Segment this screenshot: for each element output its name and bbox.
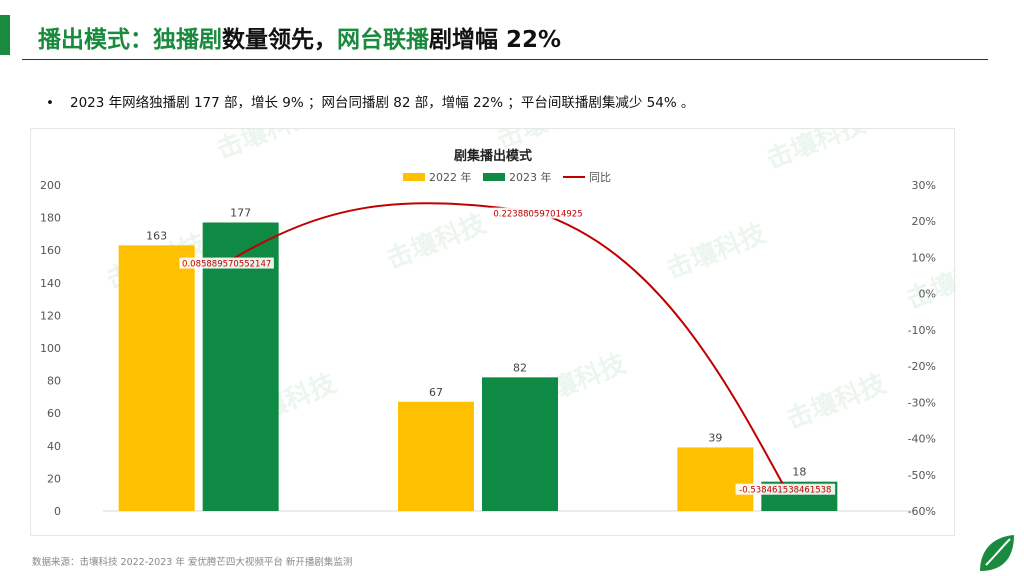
y-left-tick-label: 100 <box>40 342 61 355</box>
bar-2022 <box>677 447 754 511</box>
y-right-tick-label: -10% <box>908 324 936 337</box>
y-right-tick-label: -20% <box>908 360 936 373</box>
legend-label-2023: 2023 年 <box>509 170 552 184</box>
title-accent-bar <box>0 15 10 55</box>
y-left-tick-label: 60 <box>47 407 61 420</box>
title-part-4: 网台联播 <box>337 27 429 53</box>
bar-2022 <box>398 401 474 511</box>
bar-data-label: 67 <box>429 386 443 399</box>
title-part-5: 剧增幅 22% <box>429 27 562 53</box>
legend-swatch-2022 <box>403 173 425 181</box>
y-left-tick-label: 80 <box>47 375 61 388</box>
y-right-tick-label: 0% <box>919 288 936 301</box>
y-right-tick-label: -40% <box>908 433 936 446</box>
page-title: 播出模式：独播剧数量领先，网台联播剧增幅 22% <box>38 20 561 54</box>
legend-label-yoy: 同比 <box>589 171 611 184</box>
y-right-tick-label: 20% <box>912 215 936 228</box>
y-left-tick-label: 40 <box>47 440 61 453</box>
bar-2022 <box>118 245 195 511</box>
title-divider <box>22 59 988 60</box>
yoy-data-label: 0.085889570552147 <box>182 260 271 270</box>
bar-data-label: 163 <box>146 229 167 242</box>
y-right-tick-label: -50% <box>908 469 936 482</box>
y-left-tick-label: 200 <box>40 179 61 192</box>
title-part-3: 数量领先， <box>222 27 337 53</box>
yoy-label-bg <box>490 207 586 219</box>
bar-data-label: 82 <box>513 361 527 374</box>
leaf-logo-icon <box>980 535 1014 571</box>
summary-bullet: • 2023 年网络独播剧 177 部，增长 9% ；网台同播剧 82 部，增幅 … <box>46 91 694 111</box>
yoy-label-bg <box>179 257 274 269</box>
data-source-note: 数据来源：击壤科技 2022-2023 年 爱优腾芒四大视频平台 新开播剧集监测 <box>32 557 353 568</box>
y-left-tick-label: 120 <box>40 309 61 322</box>
title-part-1: 播出模式： <box>38 27 153 53</box>
y-right-tick-label: -30% <box>908 396 936 409</box>
y-left-tick-label: 140 <box>40 277 61 290</box>
summary-text: 2023 年网络独播剧 177 部，增长 9% ；网台同播剧 82 部，增幅 2… <box>70 95 695 111</box>
y-right-tick-label: 30% <box>912 179 936 192</box>
yoy-label-bg <box>735 483 836 495</box>
bar-data-label: 177 <box>230 206 251 219</box>
watermark-text: 击壤科技 <box>782 368 890 436</box>
watermark-text: 击壤科技 <box>212 129 320 165</box>
y-left-tick-label: 0 <box>54 505 61 518</box>
y-left-tick-label: 160 <box>40 244 61 257</box>
bullet-dot-icon: • <box>46 95 54 111</box>
y-right-tick-label: 10% <box>912 251 936 264</box>
legend-swatch-2023 <box>483 173 505 181</box>
bar-data-label: 39 <box>708 431 722 444</box>
bar-2023 <box>482 377 558 511</box>
chart-title: 剧集播出模式 <box>454 148 532 164</box>
chart-panel: 击壤科技击壤科技击壤科技击壤科技击壤科技击壤科技击壤科技击壤科技击壤科技击壤科技… <box>30 128 956 536</box>
yoy-data-label: 0.223880597014925 <box>493 210 582 220</box>
chart-svg: 击壤科技击壤科技击壤科技击壤科技击壤科技击壤科技击壤科技击壤科技击壤科技击壤科技… <box>40 129 956 518</box>
watermark-text: 击壤科技 <box>382 208 490 276</box>
bar-data-label: 18 <box>792 466 806 479</box>
y-left-tick-label: 20 <box>47 472 61 485</box>
legend-label-2022: 2022 年 <box>429 170 472 184</box>
y-right-tick-label: -60% <box>908 505 936 518</box>
watermark-text: 击壤科技 <box>762 129 870 175</box>
y-left-tick-label: 180 <box>40 212 61 225</box>
title-part-2: 独播剧 <box>153 27 222 53</box>
bar-2023 <box>202 222 279 511</box>
watermark-text: 击壤科技 <box>662 218 770 286</box>
yoy-data-label: -0.538461538461538 <box>739 486 831 496</box>
